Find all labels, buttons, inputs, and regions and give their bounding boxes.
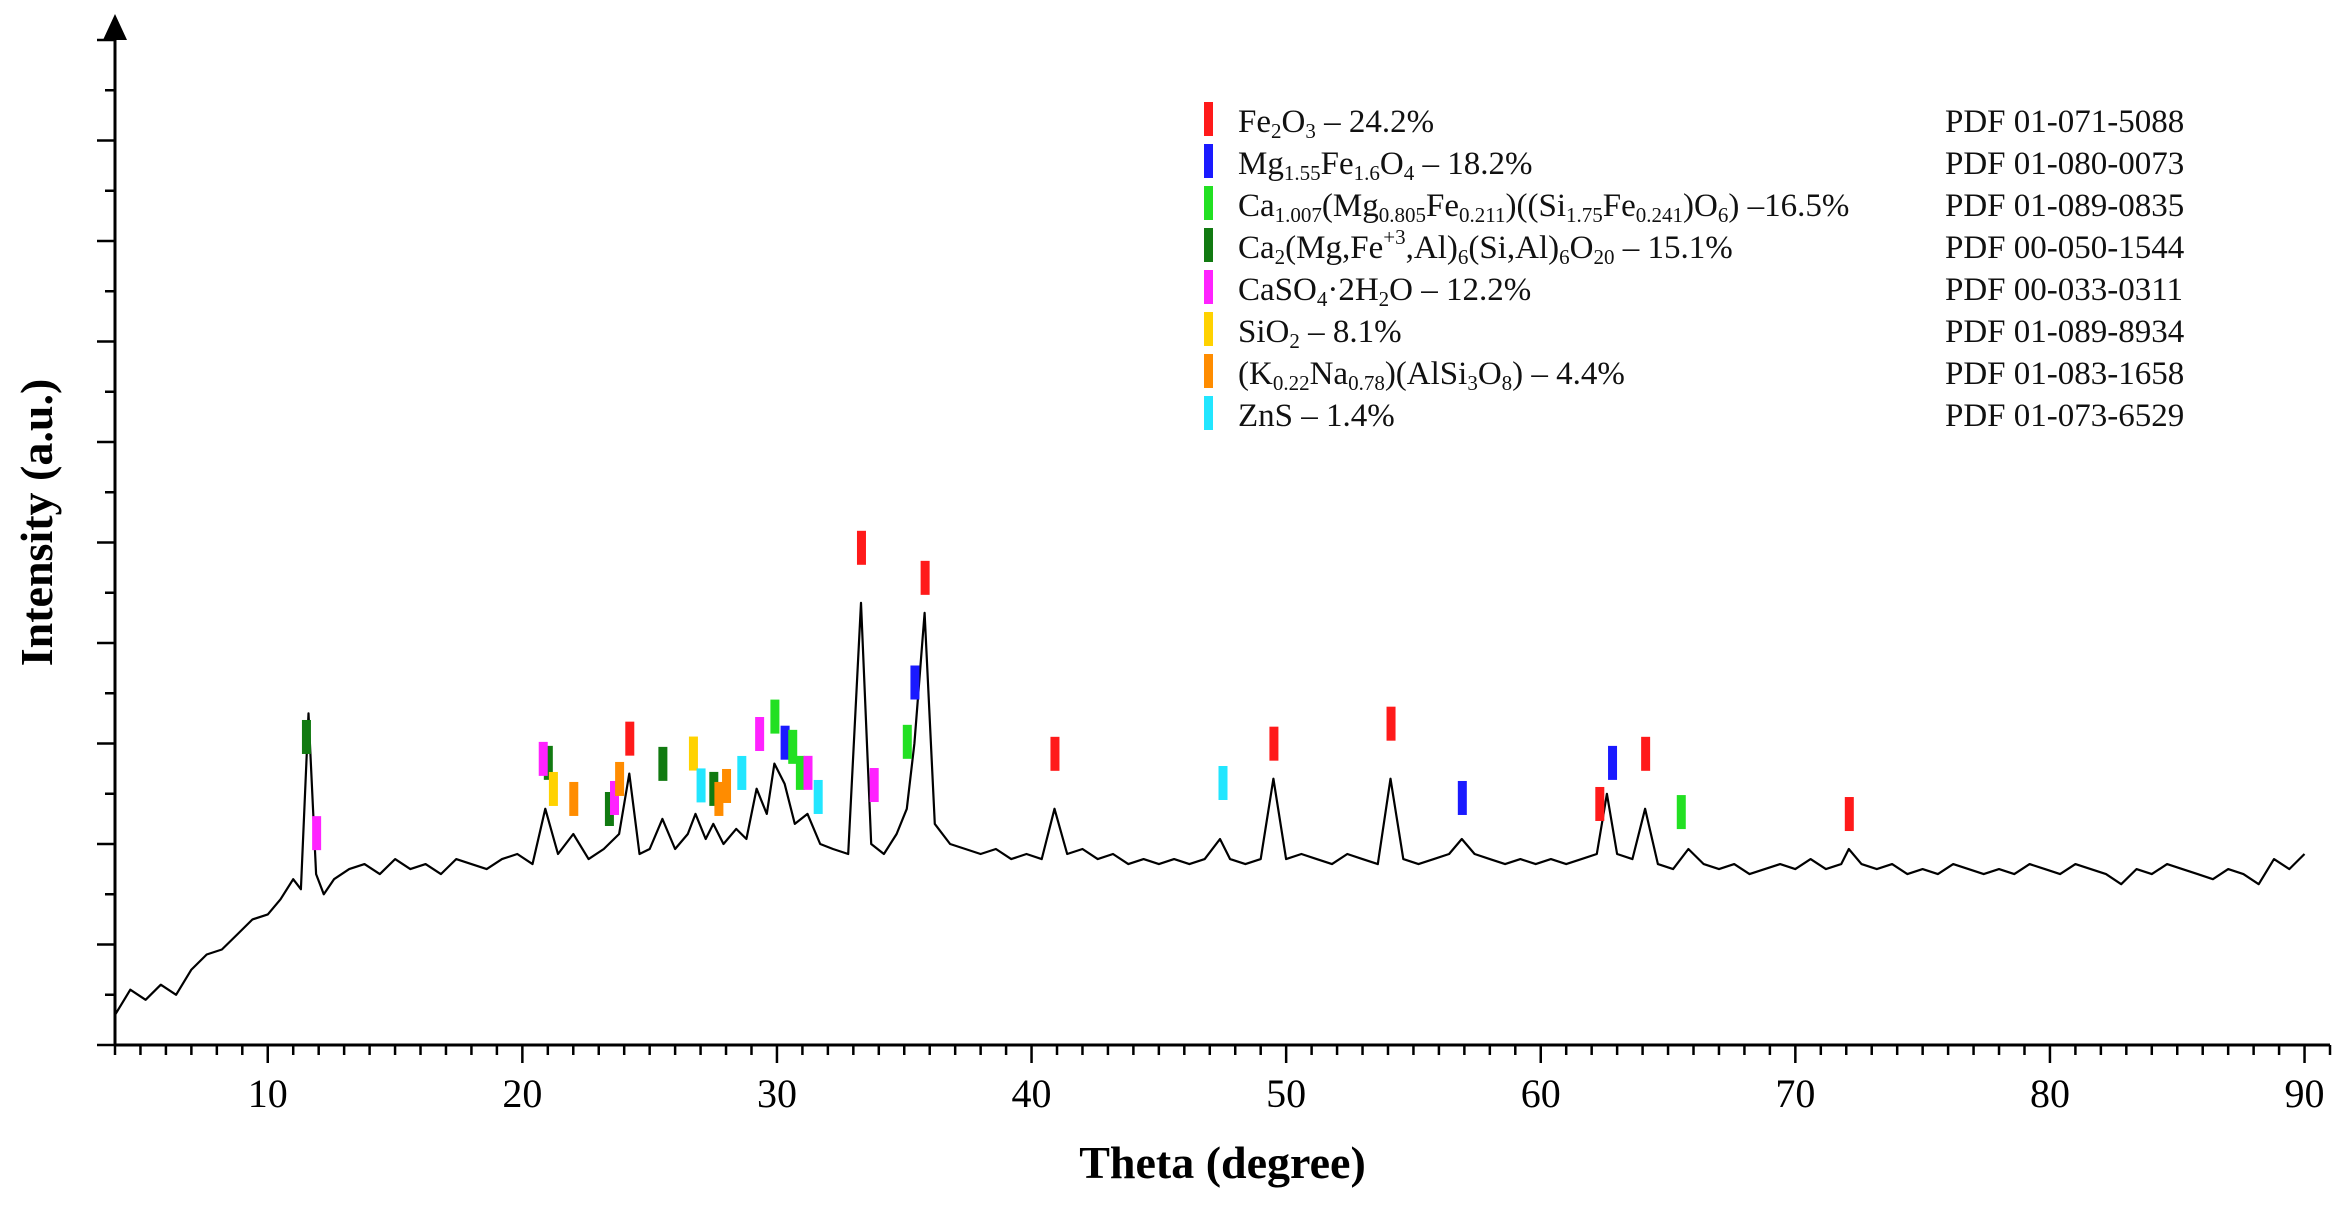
phase-marker (1050, 736, 1060, 771)
phase-marker (770, 699, 780, 734)
diffraction-pattern (114, 601, 2306, 1016)
phase-marker (688, 736, 698, 771)
phase-marker (569, 781, 579, 816)
legend-formula: ZnS – 1.4% (1238, 398, 1395, 434)
x-axis-title: Theta (degree) (1079, 1137, 1366, 1188)
legend-swatch (1204, 354, 1213, 388)
phase-marker (714, 781, 724, 816)
legend-pdf-code: PDF 01-080-0073 (1945, 146, 2184, 182)
phase-marker (920, 560, 930, 595)
phase-marker (548, 771, 558, 806)
phase-marker (1269, 726, 1279, 761)
legend: Fe2​O3​ – 24.2% PDF 01-071-5088 Mg1.55​Fe1… (1204, 102, 2184, 434)
phase-marker (625, 721, 635, 756)
x-tick-label: 20 (502, 1071, 542, 1116)
phase-marker (1676, 795, 1686, 830)
legend-pdf-code: PDF 01-071-5088 (1945, 104, 2184, 140)
phase-marker (902, 724, 912, 759)
phase-marker (301, 719, 311, 754)
legend-formula: CaSO4​·2H2​O – 12.2% (1238, 272, 1531, 311)
phase-marker (755, 717, 765, 752)
legend-pdf-code: PDF 00-050-1544 (1945, 230, 2184, 266)
x-tick-label: 60 (1521, 1071, 1561, 1116)
legend-swatch (1204, 144, 1213, 178)
phase-marker (1608, 745, 1618, 780)
phase-marker (696, 768, 706, 803)
phase-marker (722, 768, 732, 803)
y-axis-title: Intensity (a.u.) (11, 379, 62, 667)
legend-formula: Fe2​O3​ – 24.2% (1238, 104, 1434, 143)
legend-formula: Ca1.007​(Mg0.805​Fe0.211​)((Si1.75​Fe0.2… (1238, 188, 1849, 227)
phase-markers (301, 530, 1854, 851)
x-tick-label: 50 (1266, 1071, 1306, 1116)
legend-pdf-code: PDF 01-083-1658 (1945, 356, 2184, 392)
phase-marker (615, 761, 625, 796)
phase-marker (780, 725, 790, 760)
phase-marker (1844, 797, 1854, 832)
phase-marker (1595, 786, 1605, 821)
legend-swatch (1204, 102, 1213, 136)
legend-swatch (1204, 312, 1213, 346)
legend-formula: SiO2​ – 8.1% (1238, 314, 1402, 353)
phase-marker (869, 768, 879, 803)
legend-formula: (K0.22​Na0.78​)(AlSi3​O8​) – 4.4% (1238, 356, 1625, 395)
legend-swatch (1204, 396, 1213, 430)
phase-marker (1641, 736, 1651, 771)
x-tick-label: 40 (1012, 1071, 1052, 1116)
phase-marker (538, 741, 548, 776)
phase-marker (604, 792, 614, 826)
phase-marker (543, 745, 553, 780)
phase-marker (709, 771, 719, 806)
phase-marker (1457, 780, 1467, 815)
legend-pdf-code: PDF 01-089-8934 (1945, 314, 2184, 350)
phase-marker (803, 755, 813, 790)
x-tick-label: 70 (1775, 1071, 1815, 1116)
phase-marker (312, 816, 322, 851)
legend-swatch (1204, 186, 1213, 220)
legend-formula: Mg1.55​Fe1.6​O4​ – 18.2% (1238, 146, 1532, 185)
legend-swatch (1204, 228, 1213, 262)
phase-marker (856, 530, 866, 565)
legend-pdf-code: PDF 00-033-0311 (1945, 272, 2183, 308)
y-axis-arrow-icon (103, 14, 127, 40)
phase-marker (813, 779, 823, 814)
legend-formula: Ca2​(Mg,Fe+3​,Al)6​(Si,Al)6​O20​ – 15.1% (1238, 225, 1733, 269)
phase-marker (1218, 766, 1228, 800)
phase-marker (910, 665, 920, 700)
x-tick-label: 90 (2285, 1071, 2325, 1116)
legend-pdf-code: PDF 01-089-0835 (1945, 188, 2184, 224)
x-tick-label: 80 (2030, 1071, 2070, 1116)
x-tick-label: 10 (248, 1071, 288, 1116)
phase-marker (658, 746, 668, 781)
phase-marker (1386, 706, 1396, 741)
legend-pdf-code: PDF 01-073-6529 (1945, 398, 2184, 434)
x-tick-label: 30 (757, 1071, 797, 1116)
axes: 10 20 30 40 50 60 70 80 90 (97, 14, 2332, 1116)
phase-marker (610, 780, 620, 815)
phase-marker (795, 755, 805, 790)
pattern-line (114, 601, 2306, 1016)
phase-marker (737, 755, 747, 790)
phase-marker (788, 729, 798, 764)
legend-swatch (1204, 270, 1213, 304)
